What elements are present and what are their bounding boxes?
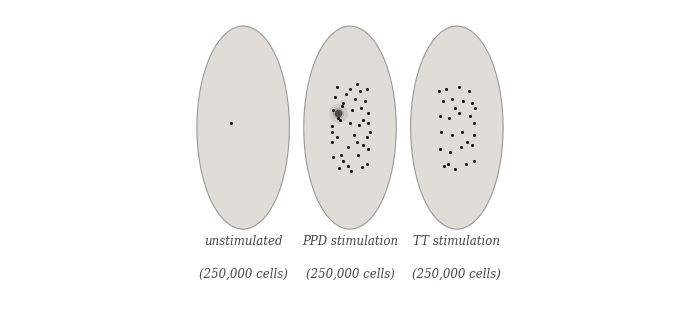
Text: (250,000 cells): (250,000 cells) [412, 267, 501, 280]
Ellipse shape [304, 26, 396, 229]
Ellipse shape [411, 26, 503, 229]
Ellipse shape [197, 26, 289, 229]
Text: TT stimulation: TT stimulation [414, 235, 500, 249]
Text: (250,000 cells): (250,000 cells) [199, 267, 288, 280]
Text: unstimulated: unstimulated [204, 235, 282, 249]
Text: (250,000 cells): (250,000 cells) [306, 267, 394, 280]
Text: PPD stimulation: PPD stimulation [302, 235, 398, 249]
